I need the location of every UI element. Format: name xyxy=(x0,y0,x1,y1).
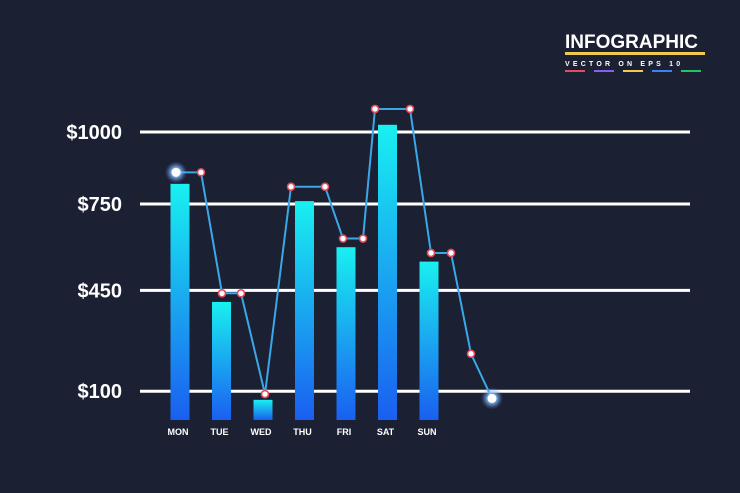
x-tick-label: MON xyxy=(168,427,189,437)
x-tick-label: WED xyxy=(251,427,272,437)
x-tick-label: SAT xyxy=(377,427,395,437)
bar-sat xyxy=(378,124,397,421)
y-axis-ticks: $1000 $750 $450 $100 xyxy=(66,122,122,403)
logo-underline xyxy=(565,52,705,55)
trend-point xyxy=(217,288,227,298)
logo-stripe xyxy=(565,70,585,72)
logo-stripe xyxy=(652,70,672,72)
y-tick-label: $750 xyxy=(78,194,123,216)
trend-point xyxy=(286,182,296,192)
y-tick-label: $1000 xyxy=(66,122,122,144)
trend-point xyxy=(426,248,436,258)
bar-thu xyxy=(295,201,314,420)
trend-point xyxy=(196,168,206,177)
trend-point xyxy=(236,288,246,298)
gridlines xyxy=(140,130,690,393)
trend-point xyxy=(338,234,348,243)
x-tick-label: FRI xyxy=(337,427,352,437)
trend-point xyxy=(370,104,380,114)
trend-line xyxy=(165,104,503,410)
trend-point xyxy=(446,248,456,258)
x-tick-label: SUN xyxy=(417,427,436,437)
y-tick-label: $100 xyxy=(78,381,123,403)
bar-wed xyxy=(253,399,273,420)
y-tick-label: $450 xyxy=(78,280,123,302)
logo-stripe xyxy=(623,70,643,72)
trend-point xyxy=(466,349,476,359)
x-axis-ticks: MON TUE WED THU FRI SAT SUN xyxy=(168,427,437,437)
logo-color-stripes xyxy=(565,70,701,72)
logo: INFOGRAPHIC VECTOR ON EPS 10 xyxy=(565,32,705,72)
trend-point xyxy=(358,234,368,243)
logo-stripe xyxy=(681,70,701,72)
bar-sun xyxy=(419,261,439,420)
trend-point-end xyxy=(171,167,181,177)
logo-title: INFOGRAPHIC xyxy=(565,32,698,53)
x-tick-label: THU xyxy=(293,427,312,437)
bar-tue xyxy=(212,301,231,420)
trend-point xyxy=(405,104,415,114)
bars xyxy=(170,124,439,421)
trend-point xyxy=(320,182,330,192)
bar-fri xyxy=(336,247,356,420)
logo-stripe xyxy=(594,70,614,72)
logo-subtitle: VECTOR ON EPS 10 xyxy=(565,61,683,68)
trend-point-end xyxy=(487,393,497,403)
bar-mon xyxy=(170,183,190,420)
trend-point xyxy=(260,389,270,399)
x-tick-label: TUE xyxy=(211,427,229,437)
